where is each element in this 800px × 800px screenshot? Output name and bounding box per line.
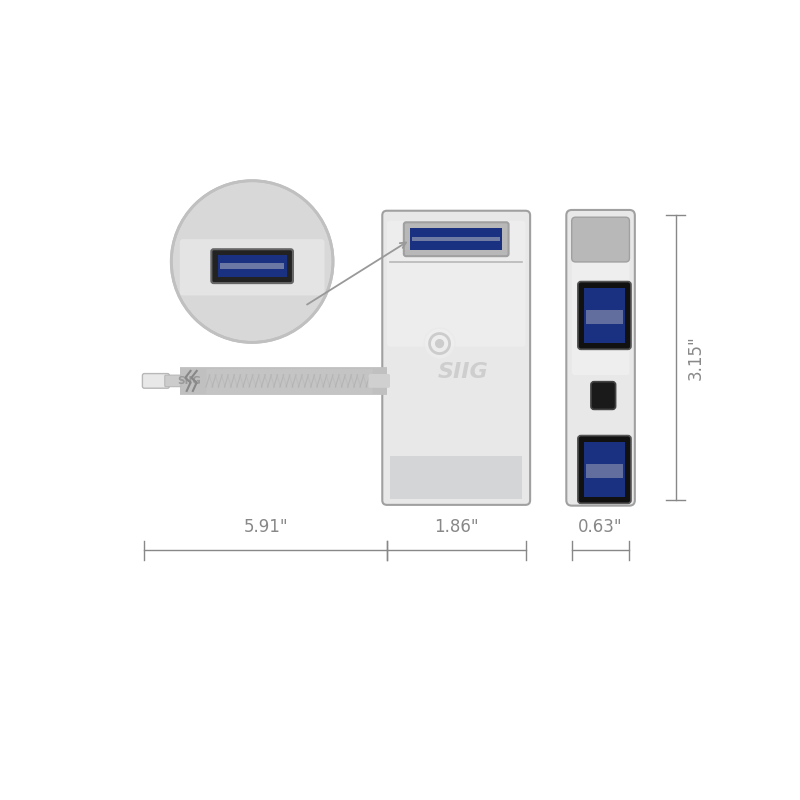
Text: SIIG: SIIG (177, 376, 201, 386)
Bar (220, 263, 285, 270)
Bar (584, 442, 625, 497)
FancyBboxPatch shape (566, 210, 635, 506)
FancyBboxPatch shape (382, 210, 530, 505)
Text: SIIG: SIIG (438, 362, 489, 382)
FancyBboxPatch shape (387, 221, 526, 346)
Bar (218, 255, 287, 277)
Bar (390, 456, 522, 498)
FancyBboxPatch shape (572, 217, 630, 262)
FancyBboxPatch shape (578, 435, 631, 503)
Circle shape (171, 181, 333, 342)
Text: 1.86": 1.86" (434, 518, 478, 537)
FancyBboxPatch shape (591, 382, 615, 410)
FancyBboxPatch shape (578, 282, 631, 350)
FancyBboxPatch shape (142, 374, 170, 388)
Bar (586, 310, 623, 324)
FancyBboxPatch shape (572, 221, 630, 375)
Text: 3.15": 3.15" (686, 335, 705, 380)
FancyBboxPatch shape (404, 222, 509, 256)
Bar (412, 237, 500, 242)
Bar (410, 229, 502, 250)
Circle shape (435, 339, 444, 348)
Text: 5.91": 5.91" (243, 518, 288, 537)
Bar (586, 464, 623, 478)
FancyBboxPatch shape (180, 239, 325, 295)
FancyBboxPatch shape (369, 374, 390, 388)
FancyBboxPatch shape (211, 250, 293, 283)
Bar (584, 288, 625, 343)
FancyBboxPatch shape (165, 375, 181, 386)
Circle shape (424, 328, 455, 359)
Text: 0.63": 0.63" (578, 518, 623, 537)
